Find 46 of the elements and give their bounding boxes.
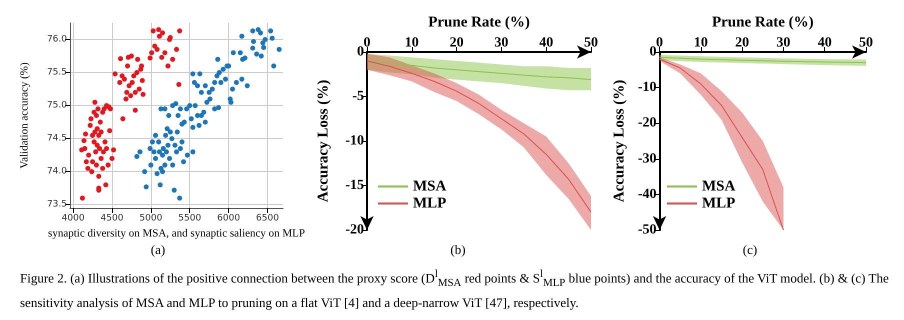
y-tick-label: -20 (345, 222, 364, 238)
y-tick-label: -50 (638, 222, 657, 238)
y-tick-label: 74.0 (46, 166, 68, 177)
x-tick-label: 4000 (62, 214, 85, 224)
x-axis-title: Prune Rate (%) (712, 14, 814, 30)
y-tick-label: 74.5 (46, 134, 67, 144)
x-tick-label: 6000 (217, 214, 240, 224)
caption: Figure 2. (a) Illustrations of the positive connection between the proxy score (D$^{l}$$_{MSA}$ red points & S$^{l}$$_{MLP}$ blue points) and the accuracy of the ViT model. (b) & (c) The sensitivity analysis of MSA and MLP to pruning on a flat ViT [4] and a deep-narrow ViT [47], respectively. (20, 267, 890, 312)
y-tick-label: -15 (345, 178, 364, 193)
text: (c) (742, 242, 758, 257)
y-tick-label: -40 (638, 186, 657, 202)
x-tick-label: 30 (776, 36, 790, 50)
y-tick-label: -30 (638, 151, 657, 166)
y-tick-label: 73.5 (46, 200, 67, 210)
text: (a) (150, 242, 166, 257)
x-tick-label: 5000 (139, 214, 163, 224)
x-tick-label: 50 (584, 36, 598, 50)
x-axis-title: Prune Rate (%) (428, 14, 530, 30)
y-tick-label: 75.5 (46, 68, 67, 78)
x-tick-label: 10 (404, 36, 419, 50)
y-tick-label: -10 (345, 134, 364, 148)
x-tick-label: 50 (859, 36, 873, 50)
legend-label: MLP (702, 196, 736, 212)
y-axis-title: Accuracy Loss (%) (612, 80, 628, 202)
legend-label: MLP (413, 196, 446, 212)
y-tick-label: -10 (638, 80, 657, 96)
line-series (366, 60, 592, 80)
x-tick-label: 10 (694, 36, 708, 50)
y-tick-label: -5 (352, 89, 364, 104)
x-tick-label: 6500 (256, 214, 280, 224)
x-tick-label: 4500 (100, 214, 124, 224)
x-tick-label: 30 (494, 36, 508, 50)
y-tick-label: 76.0 (46, 34, 68, 45)
y-axis-title: Accuracy Loss (%) (316, 80, 332, 202)
legend-label: MSA (413, 178, 446, 194)
x-tick-label: 20 (450, 36, 464, 50)
y-axis-title: Validation accuracy (%) (18, 62, 30, 169)
legend-label: MSA (702, 178, 736, 194)
x-tick-label: 20 (735, 36, 750, 50)
text: (b) (450, 242, 466, 257)
y-tick-label: 75.0 (46, 100, 68, 111)
x-tick-label: 40 (818, 36, 832, 50)
y-tick-label: -20 (638, 116, 657, 131)
x-tick-label: 5500 (178, 214, 202, 224)
x-tick-label: 40 (539, 36, 554, 50)
x-axis-title: synaptic diversity on MSA, and synaptic saliency on MLP (48, 228, 306, 240)
